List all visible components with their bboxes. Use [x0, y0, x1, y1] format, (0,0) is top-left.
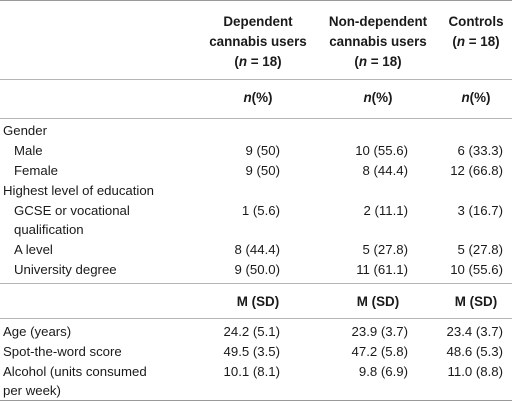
table-cell: 9 (50)	[245, 143, 280, 158]
table-cell: 11 (61.1)	[356, 262, 408, 277]
col-header-n: (n = 18)	[354, 54, 402, 69]
section-label-education: Highest level of education	[3, 183, 155, 198]
row-label-alcohol: Alcohol (units consumed per week)	[3, 362, 147, 400]
table-bottom-rule	[0, 400, 512, 401]
table-cell: 11.0 (8.8)	[447, 364, 503, 379]
table-cell: 2 (11.1)	[363, 203, 408, 218]
row-label-male: Male	[14, 143, 43, 158]
table-cell: 5 (27.8)	[362, 242, 408, 257]
subheader-rule	[0, 318, 512, 319]
table-cell: 23.9 (3.7)	[351, 324, 408, 339]
subheader-n-pct: n(%)	[363, 90, 393, 105]
table-cell: 8 (44.4)	[362, 163, 408, 178]
col-header-n: (n = 18)	[234, 54, 282, 69]
table-cell: 24.2 (5.1)	[223, 324, 280, 339]
header-rule	[0, 79, 512, 80]
col-header-line: cannabis users	[329, 34, 427, 49]
section-label-gender: Gender	[3, 123, 47, 138]
subheader-m-sd: M (SD)	[454, 294, 498, 309]
col-header-line: Dependent	[223, 14, 293, 29]
table-cell: 8 (44.4)	[234, 242, 280, 257]
table-cell: 10 (55.6)	[355, 143, 408, 158]
col-header-dependent: Dependent cannabis users (n = 18)	[200, 12, 316, 72]
table-cell: 9 (50.0)	[234, 262, 280, 277]
row-label-gcse: GCSE or vocational qualification	[14, 201, 130, 239]
section-rule	[0, 283, 512, 284]
row-label-line: qualification	[14, 222, 84, 237]
table-cell: 10.1 (8.1)	[223, 364, 280, 379]
table-top-rule	[0, 0, 512, 1]
table-cell: 48.6 (5.3)	[446, 344, 503, 359]
table-cell: 10 (55.6)	[450, 262, 503, 277]
table-cell: 6 (33.3)	[457, 143, 503, 158]
col-header-n: (n = 18)	[452, 34, 500, 49]
col-header-line: Non-dependent	[328, 14, 428, 29]
row-label-line: GCSE or vocational	[14, 203, 130, 218]
subheader-rule	[0, 118, 512, 119]
table-cell: 47.2 (5.8)	[351, 344, 408, 359]
subheader-n-pct: n(%)	[243, 90, 273, 105]
row-label-age: Age (years)	[3, 324, 72, 339]
col-header-line: cannabis users	[209, 34, 307, 49]
col-header-nondependent: Non-dependent cannabis users (n = 18)	[316, 12, 440, 72]
row-label-line: Alcohol (units consumed	[3, 364, 147, 379]
table-cell: 3 (16.7)	[457, 203, 503, 218]
row-label-female: Female	[14, 163, 58, 178]
table-cell: 23.4 (3.7)	[446, 324, 503, 339]
subheader-m-sd: M (SD)	[236, 294, 280, 309]
col-header-controls: Controls (n = 18)	[440, 12, 512, 52]
row-label-a-level: A level	[14, 242, 53, 257]
table-cell: 49.5 (3.5)	[223, 344, 280, 359]
row-label-line: per week)	[3, 383, 61, 398]
subheader-n-pct: n(%)	[461, 90, 491, 105]
row-label-spot-the-word: Spot-the-word score	[3, 344, 122, 359]
subheader-m-sd: M (SD)	[356, 294, 400, 309]
table-cell: 5 (27.8)	[457, 242, 503, 257]
table-cell: 9 (50)	[245, 163, 280, 178]
row-label-university: University degree	[14, 262, 117, 277]
table-cell: 12 (66.8)	[450, 163, 503, 178]
col-header-line: Controls	[448, 14, 504, 29]
table-cell: 1 (5.6)	[241, 203, 280, 218]
table-cell: 9.8 (6.9)	[358, 364, 408, 379]
